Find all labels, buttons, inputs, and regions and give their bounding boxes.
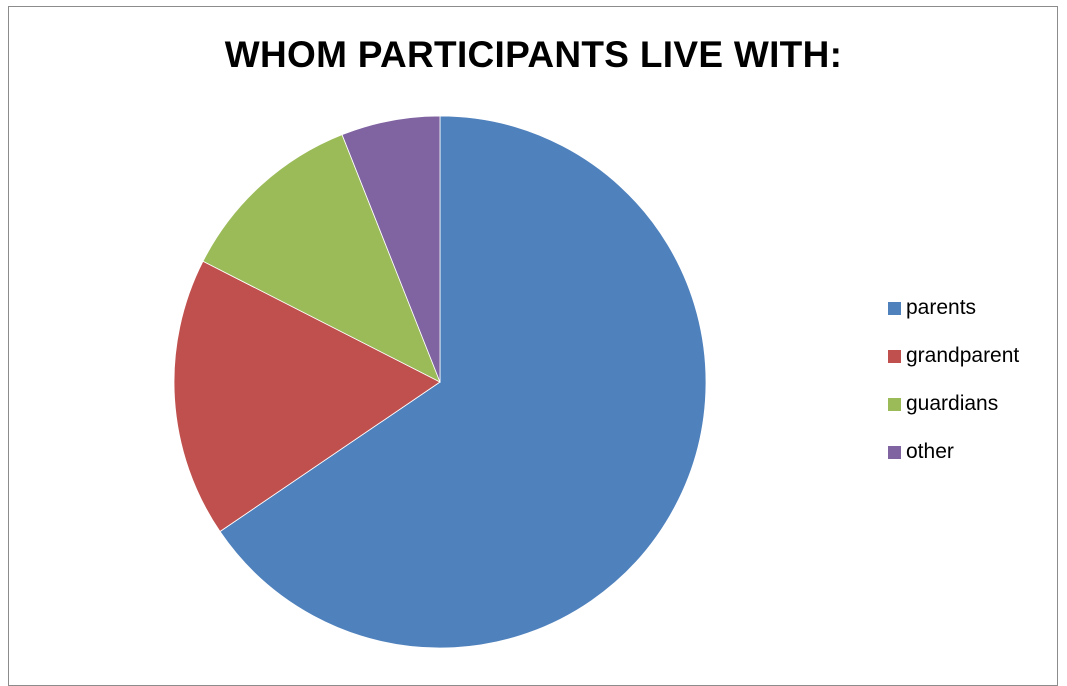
legend-label-parents: parents: [906, 296, 977, 319]
pie-slice-guardians: [202, 134, 441, 383]
pie-slice-grandparent: [173, 260, 441, 533]
chart-title: WHOM PARTICIPANTS LIVE WITH:: [224, 34, 843, 75]
legend-item-other: other: [888, 440, 1019, 464]
legend-swatch-other: [888, 445, 901, 459]
legend: parents grandparent guardians other: [888, 296, 1019, 488]
legend-swatch-parents: [888, 301, 901, 315]
legend-item-parents: parents: [888, 296, 1019, 320]
legend-label-other: other: [906, 440, 954, 463]
legend-label-guardians: guardians: [906, 392, 999, 415]
legend-item-guardians: guardians: [888, 392, 1019, 416]
pie-slice-parents: [219, 115, 707, 649]
legend-swatch-grandparent: [888, 349, 901, 363]
legend-swatch-guardians: [888, 397, 901, 411]
legend-label-grandparent: grandparent: [906, 344, 1020, 367]
pie-slice-other: [341, 115, 441, 383]
legend-item-grandparent: grandparent: [888, 344, 1019, 368]
